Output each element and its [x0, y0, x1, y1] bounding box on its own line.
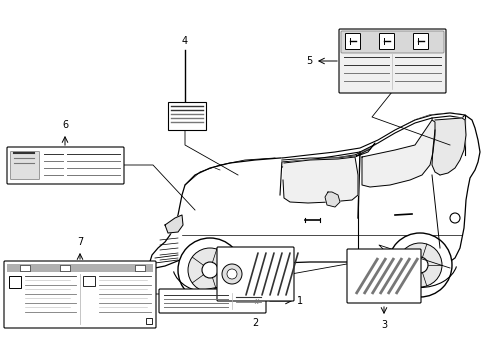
FancyBboxPatch shape [10, 152, 40, 180]
FancyBboxPatch shape [346, 249, 420, 303]
FancyBboxPatch shape [340, 31, 443, 53]
FancyBboxPatch shape [146, 318, 152, 324]
Circle shape [202, 262, 218, 278]
Circle shape [178, 238, 242, 302]
FancyBboxPatch shape [338, 29, 445, 93]
Circle shape [187, 248, 231, 292]
Circle shape [449, 213, 459, 223]
Text: 6: 6 [62, 120, 68, 130]
FancyBboxPatch shape [83, 276, 95, 286]
Polygon shape [282, 113, 464, 162]
FancyBboxPatch shape [7, 147, 124, 184]
Circle shape [222, 264, 242, 284]
FancyBboxPatch shape [7, 264, 153, 272]
Text: 7: 7 [77, 237, 83, 247]
FancyBboxPatch shape [135, 265, 145, 271]
FancyBboxPatch shape [217, 247, 293, 301]
FancyBboxPatch shape [345, 33, 360, 50]
Polygon shape [282, 143, 374, 167]
Text: 5: 5 [305, 56, 311, 66]
Polygon shape [361, 120, 434, 187]
FancyBboxPatch shape [413, 33, 427, 50]
FancyBboxPatch shape [60, 265, 70, 271]
Polygon shape [431, 118, 465, 175]
Polygon shape [283, 157, 357, 203]
FancyBboxPatch shape [20, 265, 30, 271]
FancyBboxPatch shape [379, 33, 394, 50]
Text: 3: 3 [380, 320, 386, 330]
Circle shape [226, 269, 237, 279]
Text: 2: 2 [251, 318, 258, 328]
Polygon shape [164, 215, 183, 233]
FancyBboxPatch shape [168, 102, 205, 130]
FancyBboxPatch shape [9, 276, 21, 288]
FancyBboxPatch shape [4, 261, 156, 328]
FancyBboxPatch shape [159, 289, 265, 313]
Circle shape [387, 233, 451, 297]
Text: 1: 1 [296, 296, 303, 306]
Polygon shape [148, 113, 479, 268]
Text: 4: 4 [182, 36, 188, 46]
Circle shape [397, 243, 441, 287]
Text: $\chi$: $\chi$ [253, 297, 260, 306]
Circle shape [411, 257, 427, 273]
Polygon shape [325, 192, 339, 207]
